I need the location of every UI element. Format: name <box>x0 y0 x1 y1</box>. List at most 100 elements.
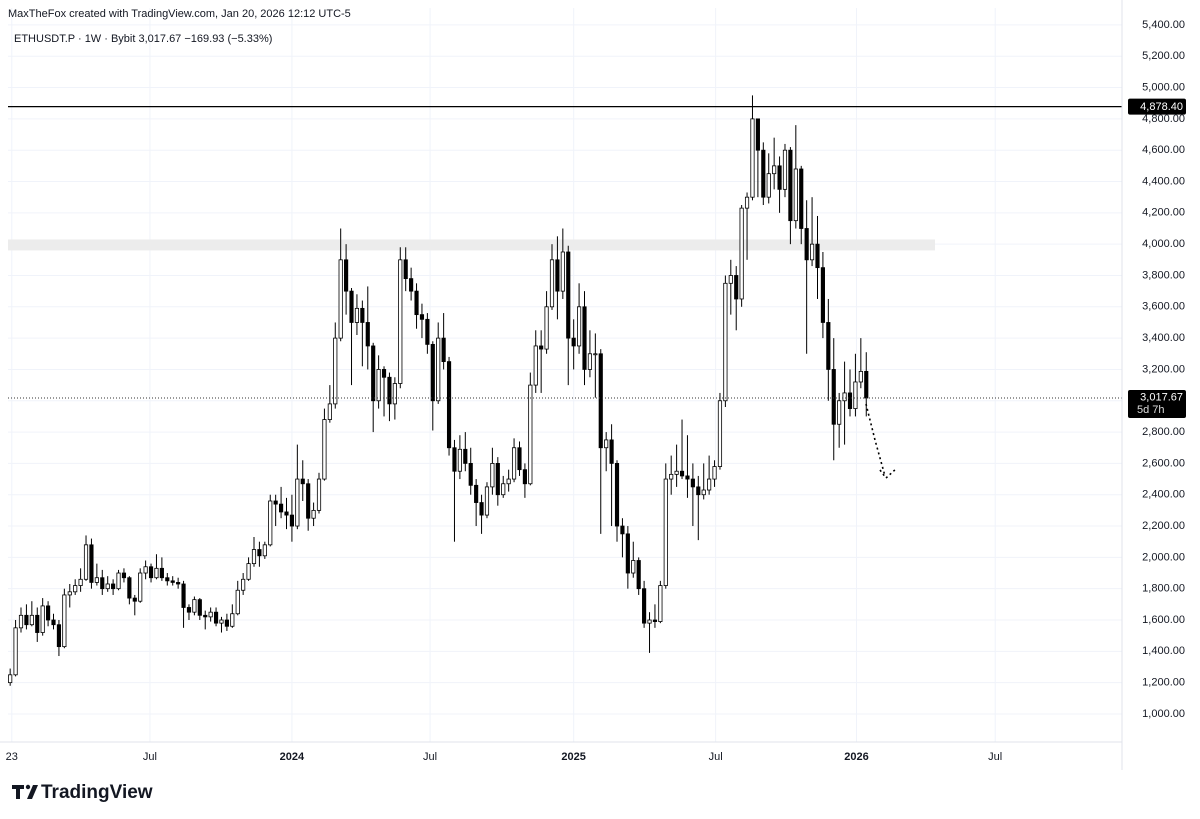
candle-body <box>506 478 511 485</box>
candle-body <box>127 577 132 599</box>
logo: TradingView <box>12 782 153 803</box>
candle-body <box>78 578 83 586</box>
candle-body <box>744 196 750 209</box>
y-tick-label: 1,800.00 <box>1142 583 1185 595</box>
y-tick-label: 2,000.00 <box>1142 551 1185 563</box>
candle-body <box>273 500 278 505</box>
candle-body <box>755 118 760 151</box>
candle-body <box>94 577 99 583</box>
candle-body <box>809 243 815 261</box>
candle-body <box>83 544 89 580</box>
candle-body <box>696 486 701 496</box>
candle-body <box>246 563 251 580</box>
candle-body <box>544 306 549 350</box>
candle-body <box>777 165 782 190</box>
last-price-box <box>1128 389 1186 418</box>
y-tick-label: 1,600.00 <box>1142 614 1185 626</box>
x-tick-label: 2026 <box>844 751 868 763</box>
candle-body <box>479 502 484 516</box>
candle-body <box>186 607 192 613</box>
candle-body <box>268 500 273 546</box>
candle-body <box>658 585 663 622</box>
candle-body <box>593 353 598 356</box>
y-tick-label: 3,200.00 <box>1142 363 1185 375</box>
candle-body <box>495 463 500 496</box>
candle-body <box>452 447 457 472</box>
candle-body <box>582 306 587 370</box>
plot <box>8 95 1122 686</box>
candle-body <box>577 306 582 347</box>
candle-body <box>176 582 181 585</box>
candle-body <box>354 307 360 323</box>
candle-body <box>484 486 490 516</box>
y-tick-label: 2,600.00 <box>1142 457 1185 469</box>
candle-body <box>598 353 603 449</box>
candle-body <box>587 353 593 370</box>
candle-body <box>349 290 354 323</box>
candle-body <box>685 475 690 480</box>
credit: MaxTheFox created with TradingView.com, … <box>8 8 351 20</box>
y-tick-label: 4,600.00 <box>1142 144 1185 156</box>
y-tick-label: 3,800.00 <box>1142 269 1185 281</box>
candle-body <box>799 168 804 229</box>
candle-body <box>707 478 712 491</box>
candle-body <box>772 165 777 175</box>
candle-body <box>284 511 289 516</box>
candle-body <box>51 619 56 626</box>
candle-body <box>105 583 110 590</box>
candle-body <box>642 588 647 624</box>
candle-body <box>625 533 630 574</box>
y-tick-label: 2,400.00 <box>1142 489 1185 501</box>
candle-body <box>40 605 45 633</box>
candle-body <box>739 207 744 300</box>
logo-text: TradingView <box>41 782 153 803</box>
candle-body <box>604 439 609 449</box>
logo-dot <box>25 784 31 790</box>
candle-body <box>262 544 267 557</box>
candle-body <box>414 290 419 316</box>
price-label-box <box>1128 98 1186 115</box>
candle-body <box>381 369 387 378</box>
candle-body <box>327 403 332 420</box>
y-tick-label: 3,400.00 <box>1142 332 1185 344</box>
candle-body <box>295 478 300 527</box>
candle-body <box>208 611 213 618</box>
candle-body <box>712 466 717 480</box>
y-tick-label: 1,000.00 <box>1142 708 1185 720</box>
candle-body <box>219 619 224 624</box>
candle-body <box>864 370 869 399</box>
candle-body <box>528 384 533 485</box>
candle-body <box>826 322 831 370</box>
candle-body <box>322 419 327 480</box>
candle-body <box>560 251 565 292</box>
candle-body <box>387 376 392 405</box>
candle-body <box>56 624 62 648</box>
candle-body <box>148 566 154 579</box>
candle-body <box>549 259 555 308</box>
y-tick-label: 3,600.00 <box>1142 301 1185 313</box>
candle-body <box>154 567 159 579</box>
price-label: 4,878.40 <box>1140 101 1183 113</box>
x-tick-label: Jul <box>143 751 157 763</box>
candle-body <box>517 447 522 471</box>
candle-body <box>203 614 208 618</box>
candle-body <box>143 566 148 574</box>
y-tick-label: 5,200.00 <box>1142 50 1185 62</box>
candle-body <box>652 619 658 622</box>
candle-body <box>441 337 446 363</box>
candle-body <box>690 478 695 488</box>
candle-body <box>35 614 40 633</box>
candle-body <box>403 259 408 280</box>
candle-body <box>490 463 495 488</box>
candle-body <box>257 549 262 557</box>
candle-body <box>820 267 825 323</box>
countdown-label: 5d 7h <box>1137 404 1165 416</box>
candle-body <box>116 572 121 590</box>
candle-body <box>679 470 685 477</box>
candle-body <box>13 627 18 676</box>
candle-body <box>67 591 72 596</box>
candle-body <box>614 463 620 527</box>
x-tick-label: Jul <box>709 751 723 763</box>
x-tick-label: 23 <box>6 751 18 763</box>
